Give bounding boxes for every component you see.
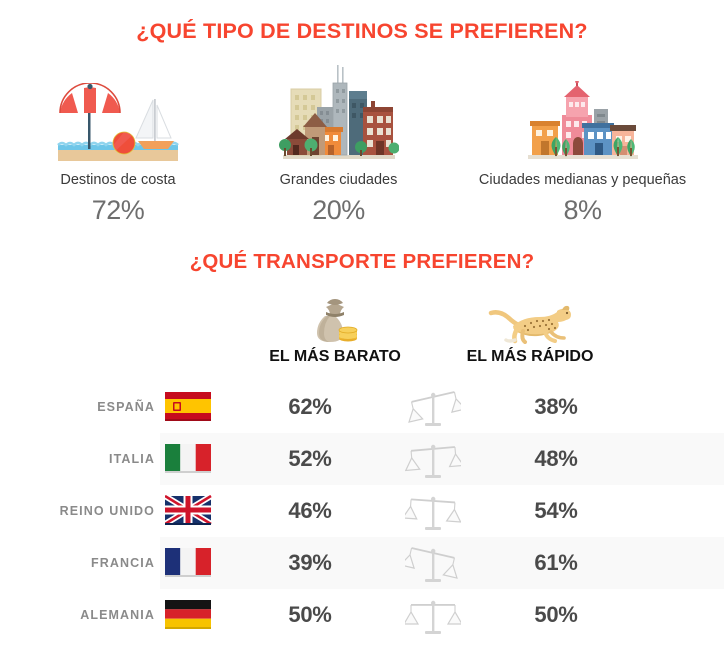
destinos-cards-row: Destinos de costa 72% [0, 65, 724, 226]
balance-scale-icon [385, 436, 481, 482]
balance-scale-icon [385, 592, 481, 638]
balance-scale-icon [385, 488, 481, 534]
money-bag-icon [225, 296, 445, 344]
flag-germany-icon [161, 599, 235, 631]
fast-percent: 54% [534, 498, 578, 523]
destino-card-ciudades-medianas: Ciudades medianas y pequeñas 8% [441, 61, 724, 226]
transporte-section-title: ¿QUÉ TRANSPORTE PREFIEREN? [189, 250, 535, 273]
column-header-rapido-label: EL MÁS RÁPIDO [466, 348, 594, 365]
transporte-column-headers: EL MÁS BARATO [0, 296, 724, 366]
destino-card-costa: Destinos de costa 72% [0, 61, 236, 226]
column-header-barato: EL MÁS BARATO [225, 296, 445, 366]
flag-italy-icon [161, 443, 235, 475]
destino-card-grandes-ciudades: Grandes ciudades 20% [236, 61, 441, 226]
table-row[interactable]: FRANCIA 39% [0, 537, 724, 589]
column-header-rapido: EL MÁS RÁPIDO [420, 296, 640, 366]
destino-label-costa: Destinos de costa [60, 172, 176, 188]
fast-percent: 50% [534, 602, 578, 627]
country-label: ALEMANIA [80, 608, 155, 622]
table-row[interactable]: ESPAÑA 62% [0, 381, 724, 433]
transporte-country-table: ESPAÑA 62% [0, 381, 724, 641]
country-label: FRANCIA [91, 556, 155, 570]
country-label: REINO UNIDO [59, 504, 155, 518]
cheap-percent: 62% [288, 394, 332, 419]
fast-percent: 61% [534, 550, 578, 575]
cheap-percent: 52% [288, 446, 332, 471]
flag-france-icon [161, 547, 235, 579]
table-row[interactable]: ITALIA 52% [0, 433, 724, 485]
table-row[interactable]: ALEMANIA 50% [0, 589, 724, 641]
cheap-percent: 50% [288, 602, 332, 627]
destino-label-grandes-ciudades: Grandes ciudades [279, 172, 398, 188]
fast-percent: 38% [534, 394, 578, 419]
country-label: ESPAÑA [97, 400, 155, 414]
destino-label-ciudades-medianas: Ciudades medianas y pequeñas [478, 172, 687, 188]
destinos-section-title: ¿QUÉ TIPO DE DESTINOS SE PREFIEREN? [136, 19, 588, 43]
cheap-percent: 46% [288, 498, 332, 523]
balance-scale-icon [385, 384, 481, 430]
destino-percent-ciudades-medianas: 8% [563, 195, 602, 225]
city-skyline-icon [278, 61, 399, 163]
cheetah-icon [420, 296, 640, 344]
beach-scene-icon [52, 61, 184, 163]
flag-uk-icon [161, 495, 235, 527]
destino-percent-grandes-ciudades: 20% [312, 195, 365, 225]
destino-percent-costa: 72% [91, 195, 145, 225]
country-label: ITALIA [109, 452, 155, 466]
balance-scale-icon [385, 540, 481, 586]
column-header-barato-label: EL MÁS BARATO [269, 348, 401, 365]
table-row[interactable]: REINO UNIDO 46% [0, 485, 724, 537]
small-town-icon [520, 61, 645, 163]
fast-percent: 48% [534, 446, 578, 471]
flag-spain-icon [161, 391, 235, 423]
cheap-percent: 39% [288, 550, 332, 575]
row-background [160, 537, 724, 589]
row-background [160, 433, 724, 485]
